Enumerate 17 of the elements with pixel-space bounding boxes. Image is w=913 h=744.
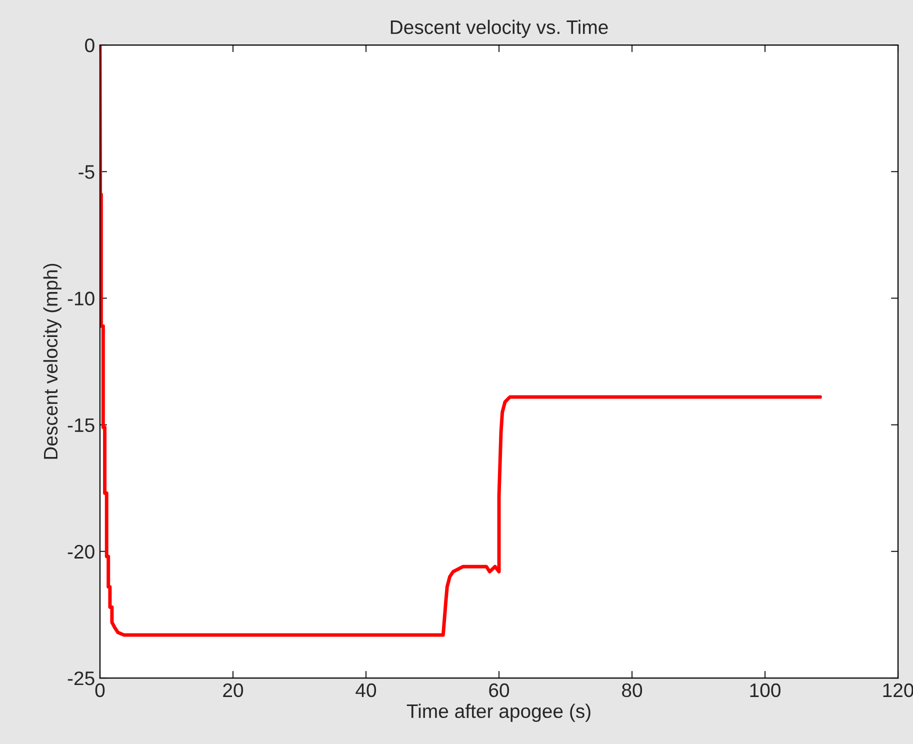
x-tick-label: 60 bbox=[489, 683, 510, 698]
x-tick-label: 0 bbox=[95, 683, 105, 698]
x-tick-label: 80 bbox=[622, 683, 642, 698]
y-tick-label: -15 bbox=[68, 418, 94, 432]
line-series bbox=[100, 45, 822, 637]
chart-title: Descent velocity vs. Time bbox=[390, 20, 608, 38]
x-axis-title: Time after apogee (s) bbox=[406, 704, 590, 722]
x-tick-label: 20 bbox=[223, 683, 244, 698]
y-tick-label: 0 bbox=[85, 38, 94, 52]
y-tick-label: -20 bbox=[68, 544, 94, 559]
x-tick-label: 40 bbox=[356, 683, 376, 698]
y-tick-label: -5 bbox=[78, 165, 94, 179]
x-tick-label: 120 bbox=[883, 683, 913, 698]
y-tick-label: -25 bbox=[68, 671, 94, 686]
y-tick-label: -10 bbox=[68, 292, 94, 306]
x-tick-label: 100 bbox=[750, 683, 780, 698]
y-axis-title: Descent velocity (mph) bbox=[43, 264, 62, 459]
